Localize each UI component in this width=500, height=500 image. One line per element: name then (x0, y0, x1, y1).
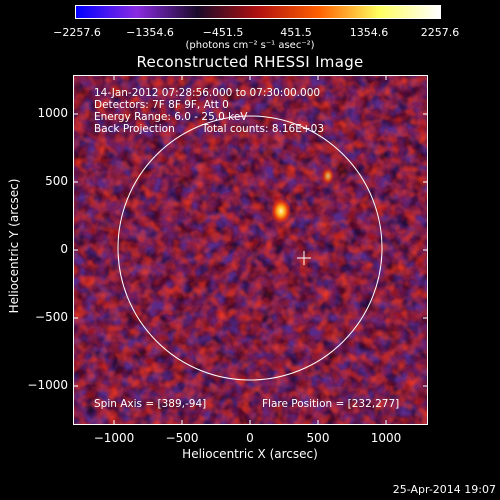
colorbar (75, 5, 441, 19)
image-plot (73, 75, 428, 425)
flare-source (271, 198, 291, 224)
solar-limb-circle (117, 115, 383, 381)
colorbar-tick: 1354.6 (349, 26, 389, 39)
info-flare-position: Flare Position = [232,277] (262, 398, 400, 410)
colorbar-tick: −2257.6 (53, 26, 101, 39)
x-tick: −1000 (93, 431, 135, 445)
info-back-projection: Back Projection (94, 123, 175, 135)
info-energy-range: Energy Range: 6.0 - 25.0 keV (94, 111, 248, 123)
info-detectors: Detectors: 7F 8F 9F, Att 0 (94, 99, 229, 111)
colorbar-tick: −1354.6 (126, 26, 174, 39)
image-title: Reconstructed RHESSI Image (136, 53, 364, 71)
y-tick: −1000 (27, 378, 68, 392)
rhessi-map (74, 76, 427, 424)
secondary-source (322, 168, 334, 184)
x-tick: 1000 (370, 431, 402, 445)
x-tick: 500 (306, 431, 330, 445)
colorbar-units: (photons cm⁻² s⁻¹ asec⁻²) (185, 40, 315, 51)
y-tick: −500 (35, 310, 68, 324)
footer-date: 25-Apr-2014 19:07 (392, 483, 496, 496)
y-tick: 1000 (37, 106, 68, 120)
map-orange-noise (74, 76, 427, 424)
colorbar-tick: −451.5 (202, 26, 244, 39)
y-tick: 0 (60, 242, 68, 256)
y-tick: 500 (45, 174, 68, 188)
info-time-range: 14-Jan-2012 07:28:56.000 to 07:30:00.000 (94, 87, 321, 99)
spin-axis-marker (297, 251, 311, 265)
info-total-counts: Total counts: 8.16E+03 (202, 123, 325, 135)
x-tick: −500 (165, 431, 199, 445)
x-axis-label: Heliocentric X (arcsec) (182, 447, 318, 461)
colorbar-tick: 451.5 (280, 26, 312, 39)
colorbar-tick: 2257.6 (420, 26, 460, 39)
y-axis-label: Heliocentric Y (arcsec) (7, 178, 21, 314)
info-spin-axis: Spin Axis = [389,-94] (94, 398, 207, 410)
x-tick: 0 (246, 431, 254, 445)
